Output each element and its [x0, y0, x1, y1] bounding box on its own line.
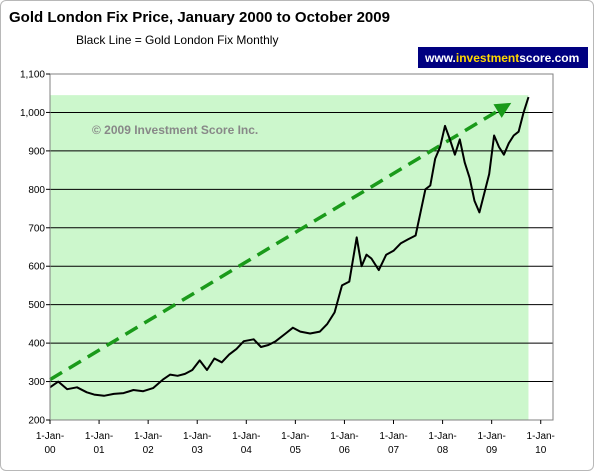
y-tick-label: 200 [28, 416, 45, 427]
x-tick-label-year: 07 [388, 445, 400, 456]
y-tick-label: 400 [28, 339, 45, 350]
chart-subtitle: Black Line = Gold London Fix Monthly [76, 33, 278, 47]
x-tick-label: 1-Jan- [330, 431, 358, 442]
y-tick-label: 900 [28, 146, 45, 157]
x-tick-label-year: 08 [437, 445, 449, 456]
y-tick-label: 1,000 [20, 108, 45, 119]
x-tick-label: 1-Jan- [85, 431, 113, 442]
x-tick-label: 1-Jan- [428, 431, 456, 442]
x-tick-label-year: 10 [535, 445, 547, 456]
x-tick-label: 1-Jan- [379, 431, 407, 442]
x-tick-label: 1-Jan- [281, 431, 309, 442]
y-tick-label: 700 [28, 223, 45, 234]
series-group [49, 96, 530, 397]
copyright-watermark: © 2009 Investment Score Inc. [92, 123, 258, 137]
x-tick-label: 1-Jan- [477, 431, 505, 442]
brand-badge-background [418, 47, 588, 68]
trend-arrow [49, 102, 512, 382]
x-tick-label-year: 04 [241, 445, 253, 456]
y-tick-label: 1,100 [20, 70, 45, 81]
x-tick-label-year: 03 [192, 445, 204, 456]
brand-highlight: investment [456, 51, 519, 65]
x-axis: 1-Jan- 00 1-Jan- 01 1-Jan- 02 1-Jan- 03 1-Jan- 04… [36, 420, 555, 456]
y-axis: 200 300 400 500 600 700 800 900 1,000 1,100 [20, 70, 50, 427]
x-tick-label: 1-Jan- [527, 431, 555, 442]
y-tick-label: 600 [28, 262, 45, 273]
plot-border [49, 73, 554, 421]
brand-suffix: score.com [519, 51, 579, 65]
x-tick-label-year: 00 [44, 445, 56, 456]
brand-badge[interactable]: www.investmentscore.com [418, 47, 588, 68]
series-line [49, 96, 530, 397]
x-tick-label-year: 06 [339, 445, 351, 456]
brand-badge-text: www.investmentscore.com [424, 51, 579, 65]
x-tick-label-year: 02 [143, 445, 155, 456]
x-tick-label: 1-Jan- [183, 431, 211, 442]
x-tick-label-year: 09 [486, 445, 498, 456]
x-tick-label-year: 01 [94, 445, 106, 456]
x-tick-label: 1-Jan- [36, 431, 64, 442]
y-tick-label: 300 [28, 377, 45, 388]
x-tick-label-year: 05 [290, 445, 302, 456]
chart-title: Gold London Fix Price, January 2000 to O… [9, 9, 390, 26]
trend-arrow-head [493, 102, 512, 118]
y-tick-label: 500 [28, 300, 45, 311]
x-tick-label: 1-Jan- [232, 431, 260, 442]
x-tick-label: 1-Jan- [134, 431, 162, 442]
brand-prefix: www. [424, 51, 456, 65]
shaded-region [50, 95, 529, 421]
y-tick-label: 800 [28, 185, 45, 196]
